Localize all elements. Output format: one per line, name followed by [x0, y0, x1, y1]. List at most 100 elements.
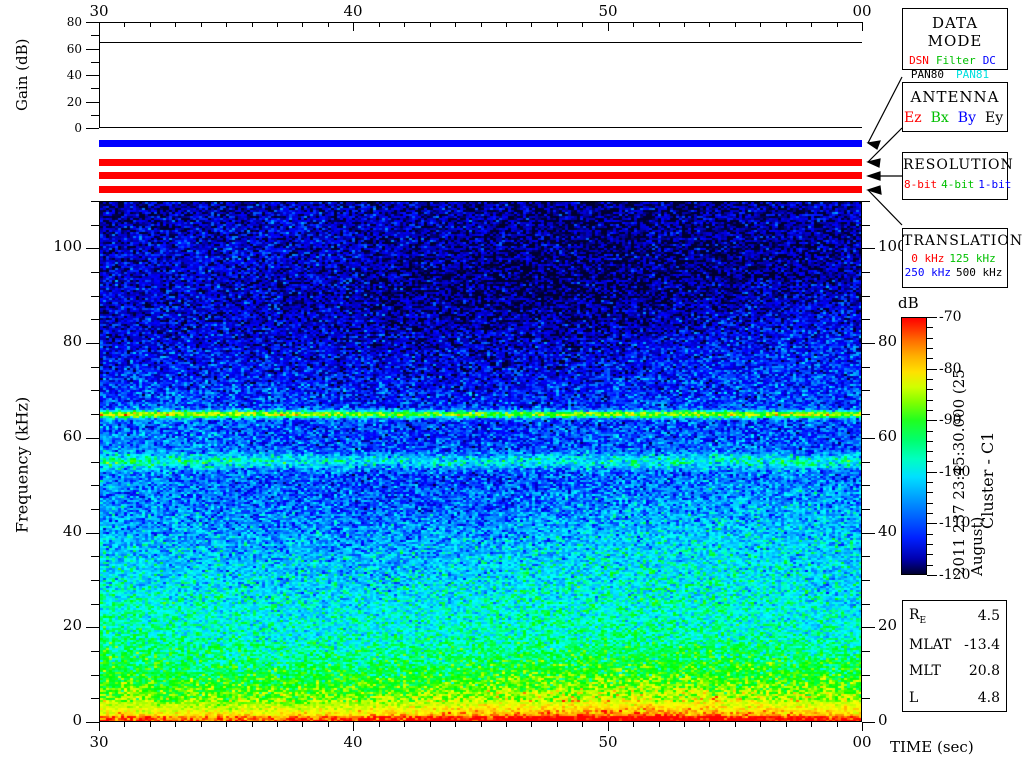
legend-entry[interactable]: 4-bit	[941, 178, 975, 191]
time-axis-title: TIME (sec)	[890, 738, 974, 756]
frequency-tick-label-right: 0	[878, 711, 888, 729]
legend-entry[interactable]: 500 kHz	[956, 266, 1003, 279]
axis-tick	[86, 533, 99, 534]
legend-entry[interactable]: 1-bit	[978, 178, 1012, 191]
axis-tick	[506, 722, 507, 727]
axis-tick	[86, 627, 99, 628]
axis-tick	[506, 22, 507, 27]
legend-translation[interactable]: TRANSLATION 0 kHz 125 kHz 250 kHz 500 kHz	[902, 228, 1022, 288]
ephemeris-value: -13.4	[964, 637, 1000, 654]
colorbar-tick	[927, 523, 937, 524]
colorbar-tick-label: -110	[939, 515, 971, 531]
legend-entry[interactable]: DSN	[909, 54, 929, 67]
gain-tick-label: 20	[66, 95, 82, 109]
axis-tick	[379, 722, 380, 727]
axis-tick	[86, 722, 99, 723]
status-bar-resolution	[99, 159, 862, 166]
colorbar-tick	[927, 358, 933, 359]
legend-entry[interactable]: 0 kHz	[911, 252, 945, 265]
axis-tick	[862, 367, 870, 368]
legend-antenna-row1: Ez Bx By Ey	[903, 111, 1007, 125]
colorbar-tick-label: -80	[939, 361, 962, 377]
legend-resolution-title: RESOLUTION	[903, 157, 1014, 173]
legend-entry[interactable]: Ey	[985, 110, 1004, 126]
axis-tick	[862, 722, 863, 731]
axis-tick	[91, 88, 99, 89]
axis-tick	[150, 722, 151, 727]
axis-tick	[226, 22, 227, 27]
axis-tick	[302, 22, 303, 27]
axis-tick	[353, 722, 354, 731]
axis-tick	[91, 296, 99, 297]
frequency-tick-label-left: 100	[53, 237, 82, 255]
legend-entry[interactable]: DC	[982, 54, 996, 67]
legend-entry[interactable]: 250 kHz	[904, 266, 951, 279]
axis-tick	[862, 438, 875, 439]
axis-tick	[862, 390, 870, 391]
axis-tick	[684, 22, 685, 27]
frequency-tick-label-left: 40	[62, 522, 82, 540]
axis-tick	[633, 722, 634, 727]
legend-resolution-row1: 8-bit 4-bit 1-bit	[903, 178, 1011, 192]
axis-tick	[709, 22, 710, 27]
status-bar-translation	[99, 172, 862, 179]
axis-tick	[91, 509, 99, 510]
axis-tick	[582, 22, 583, 27]
ephemeris-row: RE 4.5	[903, 601, 1006, 632]
ephemeris-key: MLT	[909, 663, 941, 680]
legend-entry[interactable]: Filter	[935, 54, 976, 67]
gain-tick-label: 0	[74, 121, 82, 135]
axis-tick	[91, 272, 99, 273]
ephemeris-panel[interactable]: RE 4.5 MLAT -13.4 MLT 20.8 L 4.8	[902, 600, 1007, 712]
colorbar-tick	[927, 389, 933, 390]
legend-data-mode[interactable]: DATA MODE DSN Filter DC PAN80 PAN81	[902, 8, 1008, 81]
legend-resolution[interactable]: RESOLUTION 8-bit 4-bit 1-bit	[902, 152, 1014, 200]
axis-tick	[91, 414, 99, 415]
axis-label: 50	[598, 2, 618, 20]
axis-tick	[862, 533, 875, 534]
axis-tick	[786, 722, 787, 727]
ephemeris-key: L	[909, 689, 919, 706]
colorbar-tick	[927, 472, 937, 473]
legend-entry[interactable]: PAN80	[910, 68, 944, 81]
legend-entry[interactable]: 125 kHz	[949, 252, 996, 265]
legend-entry[interactable]: 8-bit	[904, 178, 938, 191]
axis-tick	[862, 343, 875, 344]
axis-tick	[430, 22, 431, 27]
axis-tick	[150, 22, 151, 27]
axis-tick	[862, 580, 870, 581]
axis-tick	[862, 698, 870, 699]
axis-tick	[91, 35, 99, 36]
colorbar-tick	[927, 338, 933, 339]
axis-tick	[557, 22, 558, 27]
legend-entry[interactable]: By	[957, 110, 976, 126]
axis-tick	[837, 722, 838, 727]
axis-tick	[608, 22, 609, 31]
legend-antenna[interactable]: ANTENNA Ez Bx By Ey	[902, 82, 1008, 132]
ephemeris-row: L 4.8	[903, 685, 1006, 711]
legend-entry[interactable]: Ez	[904, 110, 922, 126]
axis-tick	[86, 49, 99, 50]
status-bar-antenna	[99, 140, 862, 147]
axis-tick	[328, 722, 329, 727]
legend-antenna-title: ANTENNA	[910, 88, 1000, 106]
colorbar-tick	[927, 461, 933, 462]
axis-tick	[175, 22, 176, 27]
axis-tick	[277, 22, 278, 27]
ephemeris-row: MLAT -13.4	[903, 632, 1006, 658]
axis-tick	[91, 462, 99, 463]
gain-tick-label: 60	[66, 42, 82, 56]
axis-tick	[175, 722, 176, 727]
colorbar-tick-label: -90	[939, 412, 962, 428]
legend-entry[interactable]: Bx	[930, 110, 949, 126]
frequency-tick-label-right: 100	[878, 237, 907, 255]
legend-entry[interactable]: PAN81	[956, 68, 990, 81]
status-bar-datamode	[99, 186, 862, 193]
ephemeris-key: MLAT	[909, 637, 952, 654]
axis-tick	[659, 22, 660, 27]
axis-tick	[481, 722, 482, 727]
frequency-tick-label-right: 80	[878, 332, 898, 350]
axis-tick	[124, 722, 125, 727]
axis-label: 50	[598, 733, 618, 751]
axis-tick	[862, 225, 870, 226]
